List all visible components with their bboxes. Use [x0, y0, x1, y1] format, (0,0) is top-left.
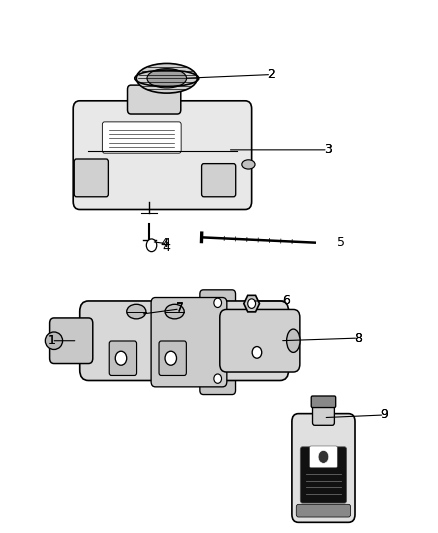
Text: 7: 7 [176, 301, 184, 314]
Circle shape [214, 374, 222, 383]
Text: 4: 4 [161, 237, 169, 250]
Text: 5: 5 [337, 236, 345, 248]
FancyBboxPatch shape [127, 85, 181, 114]
Text: 2: 2 [267, 68, 275, 81]
FancyBboxPatch shape [311, 396, 336, 408]
Text: 1: 1 [47, 334, 55, 347]
Circle shape [248, 299, 255, 309]
Circle shape [214, 298, 222, 308]
FancyBboxPatch shape [109, 341, 137, 375]
FancyBboxPatch shape [296, 504, 351, 517]
Text: 4: 4 [163, 241, 171, 254]
Ellipse shape [286, 329, 300, 352]
Ellipse shape [242, 160, 255, 169]
Circle shape [115, 351, 127, 365]
Text: 9: 9 [381, 408, 389, 422]
FancyBboxPatch shape [80, 301, 289, 381]
Circle shape [318, 450, 329, 463]
Polygon shape [244, 295, 259, 312]
Ellipse shape [147, 69, 187, 88]
FancyBboxPatch shape [49, 318, 93, 364]
FancyBboxPatch shape [201, 164, 236, 197]
FancyBboxPatch shape [74, 159, 108, 197]
FancyBboxPatch shape [73, 101, 252, 209]
FancyBboxPatch shape [159, 341, 186, 375]
Text: 3: 3 [324, 143, 332, 156]
FancyBboxPatch shape [310, 446, 337, 468]
Ellipse shape [127, 304, 146, 319]
FancyBboxPatch shape [300, 447, 346, 503]
FancyBboxPatch shape [151, 297, 227, 387]
Ellipse shape [165, 304, 184, 319]
Text: 1: 1 [47, 334, 55, 347]
Ellipse shape [136, 63, 197, 93]
FancyBboxPatch shape [200, 290, 236, 394]
Text: 8: 8 [354, 332, 362, 344]
Text: 4: 4 [163, 237, 171, 250]
Text: 7: 7 [176, 302, 184, 316]
FancyBboxPatch shape [313, 403, 334, 425]
Text: 3: 3 [324, 143, 332, 156]
Text: 8: 8 [354, 332, 362, 344]
Circle shape [146, 239, 157, 252]
Text: 2: 2 [267, 68, 275, 81]
Ellipse shape [46, 332, 63, 350]
Circle shape [252, 346, 262, 358]
Circle shape [165, 351, 177, 365]
Text: 6: 6 [283, 294, 290, 308]
FancyBboxPatch shape [102, 122, 181, 153]
Text: 9: 9 [381, 408, 389, 422]
FancyBboxPatch shape [292, 414, 355, 522]
FancyBboxPatch shape [220, 310, 300, 372]
Text: 6: 6 [283, 294, 290, 308]
